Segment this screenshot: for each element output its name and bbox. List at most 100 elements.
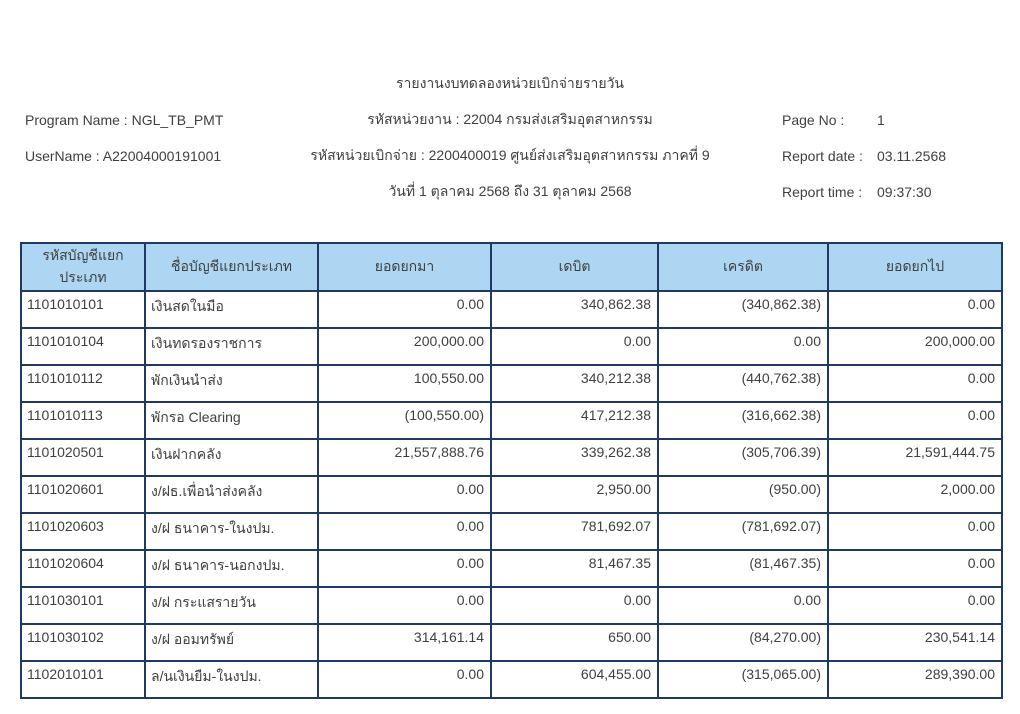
opening-balance-cell: 314,161.14	[317, 623, 492, 662]
report-header-center: รายงานงบทดลองหน่วยเบิกจ่ายรายวัน รหัสหน่…	[0, 66, 1020, 210]
account-name-cell: ง/ฝธ.เพื่อนำส่งคลัง	[144, 475, 319, 514]
closing-balance-cell: 0.00	[827, 549, 1003, 588]
report-date-label: Report date :	[782, 148, 863, 164]
opening-balance-cell: 0.00	[317, 660, 492, 699]
debit-cell: 604,455.00	[490, 660, 659, 699]
debit-cell: 2,950.00	[490, 475, 659, 514]
account-name-cell: เงินสดในมือ	[144, 290, 319, 329]
credit-cell: (781,692.07)	[657, 512, 829, 551]
table-row: 1101010104 เงินทดรองราชการ 200,000.00 0.00 0…	[20, 327, 1003, 366]
debit-cell: 781,692.07	[490, 512, 659, 551]
agency-code-line: รหัสหน่วยงาน : 22004 กรมส่งเสริมอุตสาหกร…	[367, 111, 653, 127]
account-name-cell: เงินฝากคลัง	[144, 438, 319, 477]
report-time-line: Report time : 09:37:30	[782, 174, 946, 210]
opening-balance-cell: (100,550.00)	[317, 401, 492, 440]
report-date-line: Report date : 03.11.2568	[782, 138, 946, 174]
column-header: ยอดยกไป	[827, 242, 1003, 292]
debit-cell: 340,862.38	[490, 290, 659, 329]
closing-balance-cell: 0.00	[827, 512, 1003, 551]
report-date-value: 03.11.2568	[877, 148, 947, 164]
debit-cell: 339,262.38	[490, 438, 659, 477]
credit-cell: (84,270.00)	[657, 623, 829, 662]
table-row: 1101030101 ง/ฝ กระแสรายวัน 0.00 0.00 0.00 0.0…	[20, 586, 1003, 625]
account-code-cell: 1101010113	[20, 401, 146, 440]
credit-cell: (316,662.38)	[657, 401, 829, 440]
disbursement-unit-line: รหัสหน่วยเบิกจ่าย : 2200400019 ศูนย์ส่งเ…	[310, 147, 710, 163]
column-header: เดบิต	[490, 242, 659, 292]
column-header: ชื่อบัญชีแยกประเภท	[144, 242, 319, 292]
opening-balance-cell: 21,557,888.76	[317, 438, 492, 477]
account-code-cell: 1101030101	[20, 586, 146, 625]
credit-cell: 0.00	[657, 586, 829, 625]
report-time-label: Report time :	[782, 184, 863, 200]
account-name-cell: พักรอ Clearing	[144, 401, 319, 440]
closing-balance-cell: 200,000.00	[827, 327, 1003, 366]
closing-balance-cell: 0.00	[827, 364, 1003, 403]
trial-balance-table: รหัสบัญชีแยกประเภท ชื่อบัญชีแยกประเภท ยอดย…	[20, 242, 1003, 699]
date-range-line: วันที่ 1 ตุลาคม 2568 ถึง 31 ตุลาคม 2568	[388, 183, 632, 199]
table-header-row: รหัสบัญชีแยกประเภท ชื่อบัญชีแยกประเภท ยอดย…	[20, 242, 1003, 292]
account-name-cell: ล/นเงินยืม-ในงปม.	[144, 660, 319, 699]
table-row: 1102010101 ล/นเงินยืม-ในงปม. 0.00 604,455.0…	[20, 660, 1003, 699]
report-title: รายงานงบทดลองหน่วยเบิกจ่ายรายวัน	[395, 75, 624, 91]
closing-balance-cell: 0.00	[827, 586, 1003, 625]
debit-cell: 417,212.38	[490, 401, 659, 440]
credit-cell: (315,065.00)	[657, 660, 829, 699]
account-code-cell: 1101010101	[20, 290, 146, 329]
account-code-cell: 1101010112	[20, 364, 146, 403]
column-header: ยอดยกมา	[317, 242, 492, 292]
closing-balance-cell: 2,000.00	[827, 475, 1003, 514]
table-body: 1101010101 เงินสดในมือ 0.00 340,862.38 (340,…	[20, 290, 1003, 699]
closing-balance-cell: 230,541.14	[827, 623, 1003, 662]
credit-cell: (340,862.38)	[657, 290, 829, 329]
report-header-left: Program Name : NGL_TB_PMT UserName : A22…	[25, 102, 223, 174]
column-header: รหัสบัญชีแยกประเภท	[20, 242, 146, 292]
debit-cell: 340,212.38	[490, 364, 659, 403]
user-name-line: UserName : A22004000191001	[25, 148, 222, 164]
table-row: 1101020603 ง/ฝ ธนาคาร-ในงปม. 0.00 781,692.0…	[20, 512, 1003, 551]
credit-cell: (950.00)	[657, 475, 829, 514]
page-no-line: Page No : 1	[782, 102, 946, 138]
account-name-cell: เงินทดรองราชการ	[144, 327, 319, 366]
account-name-cell: ง/ฝ ธนาคาร-นอกงปม.	[144, 549, 319, 588]
table-row: 1101020601 ง/ฝธ.เพื่อนำส่งคลัง 0.00 2,950.0…	[20, 475, 1003, 514]
report-time-value: 09:37:30	[877, 184, 932, 200]
debit-cell: 650.00	[490, 623, 659, 662]
table-row: 1101030102 ง/ฝ ออมทรัพย์ 314,161.14 650.00(…	[20, 623, 1003, 662]
table-row: 1101020604 ง/ฝ ธนาคาร-นอกงปม. 0.00 81,467.3…	[20, 549, 1003, 588]
opening-balance-cell: 200,000.00	[317, 327, 492, 366]
report-header-right: Page No : 1 Report date : 03.11.2568 Rep…	[782, 102, 946, 210]
table-row: 1101020501 เงินฝากคลัง 21,557,888.76 339,26…	[20, 438, 1003, 477]
closing-balance-cell: 0.00	[827, 401, 1003, 440]
debit-cell: 81,467.35	[490, 549, 659, 588]
opening-balance-cell: 0.00	[317, 549, 492, 588]
opening-balance-cell: 0.00	[317, 475, 492, 514]
closing-balance-cell: 289,390.00	[827, 660, 1003, 699]
page-no-value: 1	[877, 112, 885, 128]
account-code-cell: 1101010104	[20, 327, 146, 366]
column-header: เครดิต	[657, 242, 829, 292]
closing-balance-cell: 0.00	[827, 290, 1003, 329]
credit-cell: (440,762.38)	[657, 364, 829, 403]
table-row: 1101010101 เงินสดในมือ 0.00 340,862.38 (340,…	[20, 290, 1003, 329]
opening-balance-cell: 0.00	[317, 290, 492, 329]
account-code-cell: 1101020501	[20, 438, 146, 477]
account-name-cell: ง/ฝ ออมทรัพย์	[144, 623, 319, 662]
page-no-label: Page No :	[782, 112, 845, 128]
closing-balance-cell: 21,591,444.75	[827, 438, 1003, 477]
account-name-cell: ง/ฝ กระแสรายวัน	[144, 586, 319, 625]
account-code-cell: 1101020601	[20, 475, 146, 514]
credit-cell: 0.00	[657, 327, 829, 366]
program-name-line: Program Name : NGL_TB_PMT	[25, 112, 224, 128]
table-row: 1101010112 พักเงินนำส่ง 100,550.00 340,212.…	[20, 364, 1003, 403]
credit-cell: (305,706.39)	[657, 438, 829, 477]
table-row: 1101010113 พักรอ Clearing (100,550.00) 417,…	[20, 401, 1003, 440]
debit-cell: 0.00	[490, 586, 659, 625]
account-code-cell: 1102010101	[20, 660, 146, 699]
debit-cell: 0.00	[490, 327, 659, 366]
account-code-cell: 1101020604	[20, 549, 146, 588]
account-name-cell: ง/ฝ ธนาคาร-ในงปม.	[144, 512, 319, 551]
account-name-cell: พักเงินนำส่ง	[144, 364, 319, 403]
opening-balance-cell: 100,550.00	[317, 364, 492, 403]
